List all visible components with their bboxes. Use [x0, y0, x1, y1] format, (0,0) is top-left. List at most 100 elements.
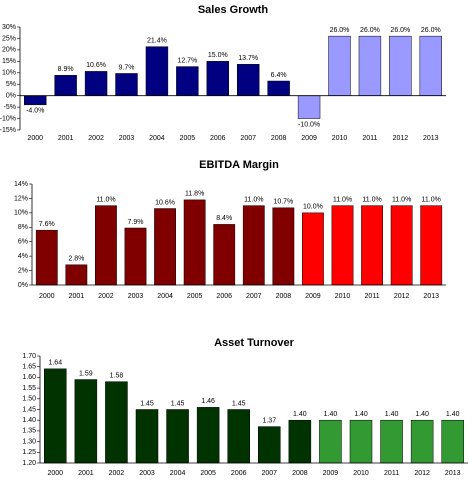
bar — [390, 205, 413, 286]
value-label: 1.45 — [140, 400, 154, 407]
value-label: 1.40 — [354, 411, 368, 418]
bar — [154, 208, 176, 286]
value-label: 11.8% — [185, 191, 204, 198]
bar — [213, 224, 236, 286]
value-label: 11.0% — [333, 196, 352, 203]
y-tick-label: 15% — [2, 58, 16, 65]
bar — [441, 419, 464, 464]
y-tick-label: 1.25 — [22, 449, 36, 456]
value-label: 8.4% — [216, 215, 232, 222]
bar — [183, 199, 206, 286]
bar — [331, 205, 354, 286]
y-tick-label: -15% — [0, 127, 16, 134]
x-tick-label: 2013 — [423, 135, 439, 142]
value-label: 11.0% — [422, 196, 441, 203]
x-tick-label: 2008 — [292, 470, 308, 477]
bar — [380, 419, 403, 464]
bar — [319, 419, 342, 464]
x-tick-label: 2008 — [271, 135, 287, 142]
y-tick-label: 10% — [14, 210, 28, 217]
bar — [54, 75, 77, 96]
x-tick-label: 2006 — [216, 293, 232, 300]
x-tick-label: 2007 — [261, 470, 277, 477]
y-tick-label: 20% — [2, 47, 16, 54]
x-tick-label: 2010 — [335, 293, 351, 300]
y-tick-label: 12% — [14, 195, 28, 202]
bar — [44, 368, 67, 464]
x-tick-label: 2007 — [246, 293, 262, 300]
bar — [237, 64, 260, 96]
x-tick-label: 2003 — [139, 470, 155, 477]
y-tick-label: 1.70 — [22, 353, 36, 360]
value-label: 1.40 — [385, 411, 399, 418]
value-label: 1.59 — [79, 370, 93, 377]
value-label: 7.6% — [39, 221, 55, 228]
bar — [258, 426, 281, 464]
x-tick-label: 2001 — [69, 293, 85, 300]
x-tick-label: 2002 — [88, 135, 104, 142]
x-tick-label: 2004 — [149, 135, 165, 142]
bar — [105, 381, 128, 464]
x-tick-label: 2013 — [423, 293, 439, 300]
bar — [302, 212, 324, 286]
x-tick-label: 2012 — [414, 470, 430, 477]
x-tick-label: 2007 — [240, 135, 256, 142]
x-tick-label: 2012 — [394, 293, 410, 300]
value-label: 21.4% — [147, 38, 167, 45]
value-label: 1.45 — [171, 400, 185, 407]
y-tick-label: 14% — [14, 181, 28, 188]
value-label: 11.0% — [96, 196, 115, 203]
bar — [361, 205, 383, 286]
y-tick-label: 0% — [6, 93, 16, 100]
bar — [35, 229, 58, 286]
value-label: 1.40 — [293, 411, 307, 418]
x-tick-label: 2010 — [332, 135, 348, 142]
bar — [166, 409, 189, 464]
bar — [115, 73, 138, 96]
bar — [389, 35, 412, 96]
bar — [74, 379, 98, 464]
value-label: 10.6% — [86, 62, 106, 69]
bar — [328, 35, 351, 96]
chart-title: Asset Turnover — [214, 337, 295, 349]
x-tick-label: 2011 — [362, 135, 377, 142]
value-label: 1.58 — [110, 373, 124, 380]
y-tick-label: 6% — [18, 239, 28, 246]
x-tick-label: 2008 — [276, 293, 292, 300]
x-tick-label: 2009 — [323, 470, 339, 477]
bar — [297, 95, 321, 119]
value-label: 11.0% — [362, 196, 381, 203]
bar — [419, 35, 442, 96]
chart-title: EBITDA Margin — [199, 159, 279, 171]
bar — [196, 407, 220, 464]
x-tick-label: 2011 — [384, 470, 399, 477]
value-label: 6.4% — [271, 72, 287, 79]
y-tick-label: 1.45 — [22, 406, 36, 413]
bar — [176, 66, 199, 96]
x-tick-label: 2005 — [187, 293, 203, 300]
value-label: 26.0% — [360, 27, 380, 34]
value-label: 8.9% — [58, 66, 74, 73]
x-tick-label: 2011 — [365, 293, 380, 300]
value-label: 26.0% — [390, 27, 410, 34]
y-tick-label: 1.65 — [22, 364, 36, 371]
bar — [288, 419, 312, 464]
value-label: 1.40 — [415, 411, 429, 418]
x-tick-label: 2013 — [445, 470, 461, 477]
bar — [410, 419, 434, 464]
x-tick-label: 2005 — [180, 135, 196, 142]
value-label: 26.0% — [421, 27, 441, 34]
value-label: 13.7% — [238, 55, 258, 62]
y-tick-label: 25% — [2, 35, 16, 42]
x-tick-label: 2001 — [58, 135, 74, 142]
x-tick-label: 2000 — [39, 293, 55, 300]
bar — [206, 61, 229, 96]
y-tick-label: -5% — [4, 104, 16, 111]
y-tick-label: 5% — [6, 81, 16, 88]
value-label: 10.6% — [155, 199, 175, 206]
x-tick-label: 2003 — [119, 135, 135, 142]
x-tick-label: 2000 — [47, 470, 63, 477]
value-label: -4.0% — [26, 108, 44, 115]
x-tick-label: 2000 — [27, 135, 43, 142]
